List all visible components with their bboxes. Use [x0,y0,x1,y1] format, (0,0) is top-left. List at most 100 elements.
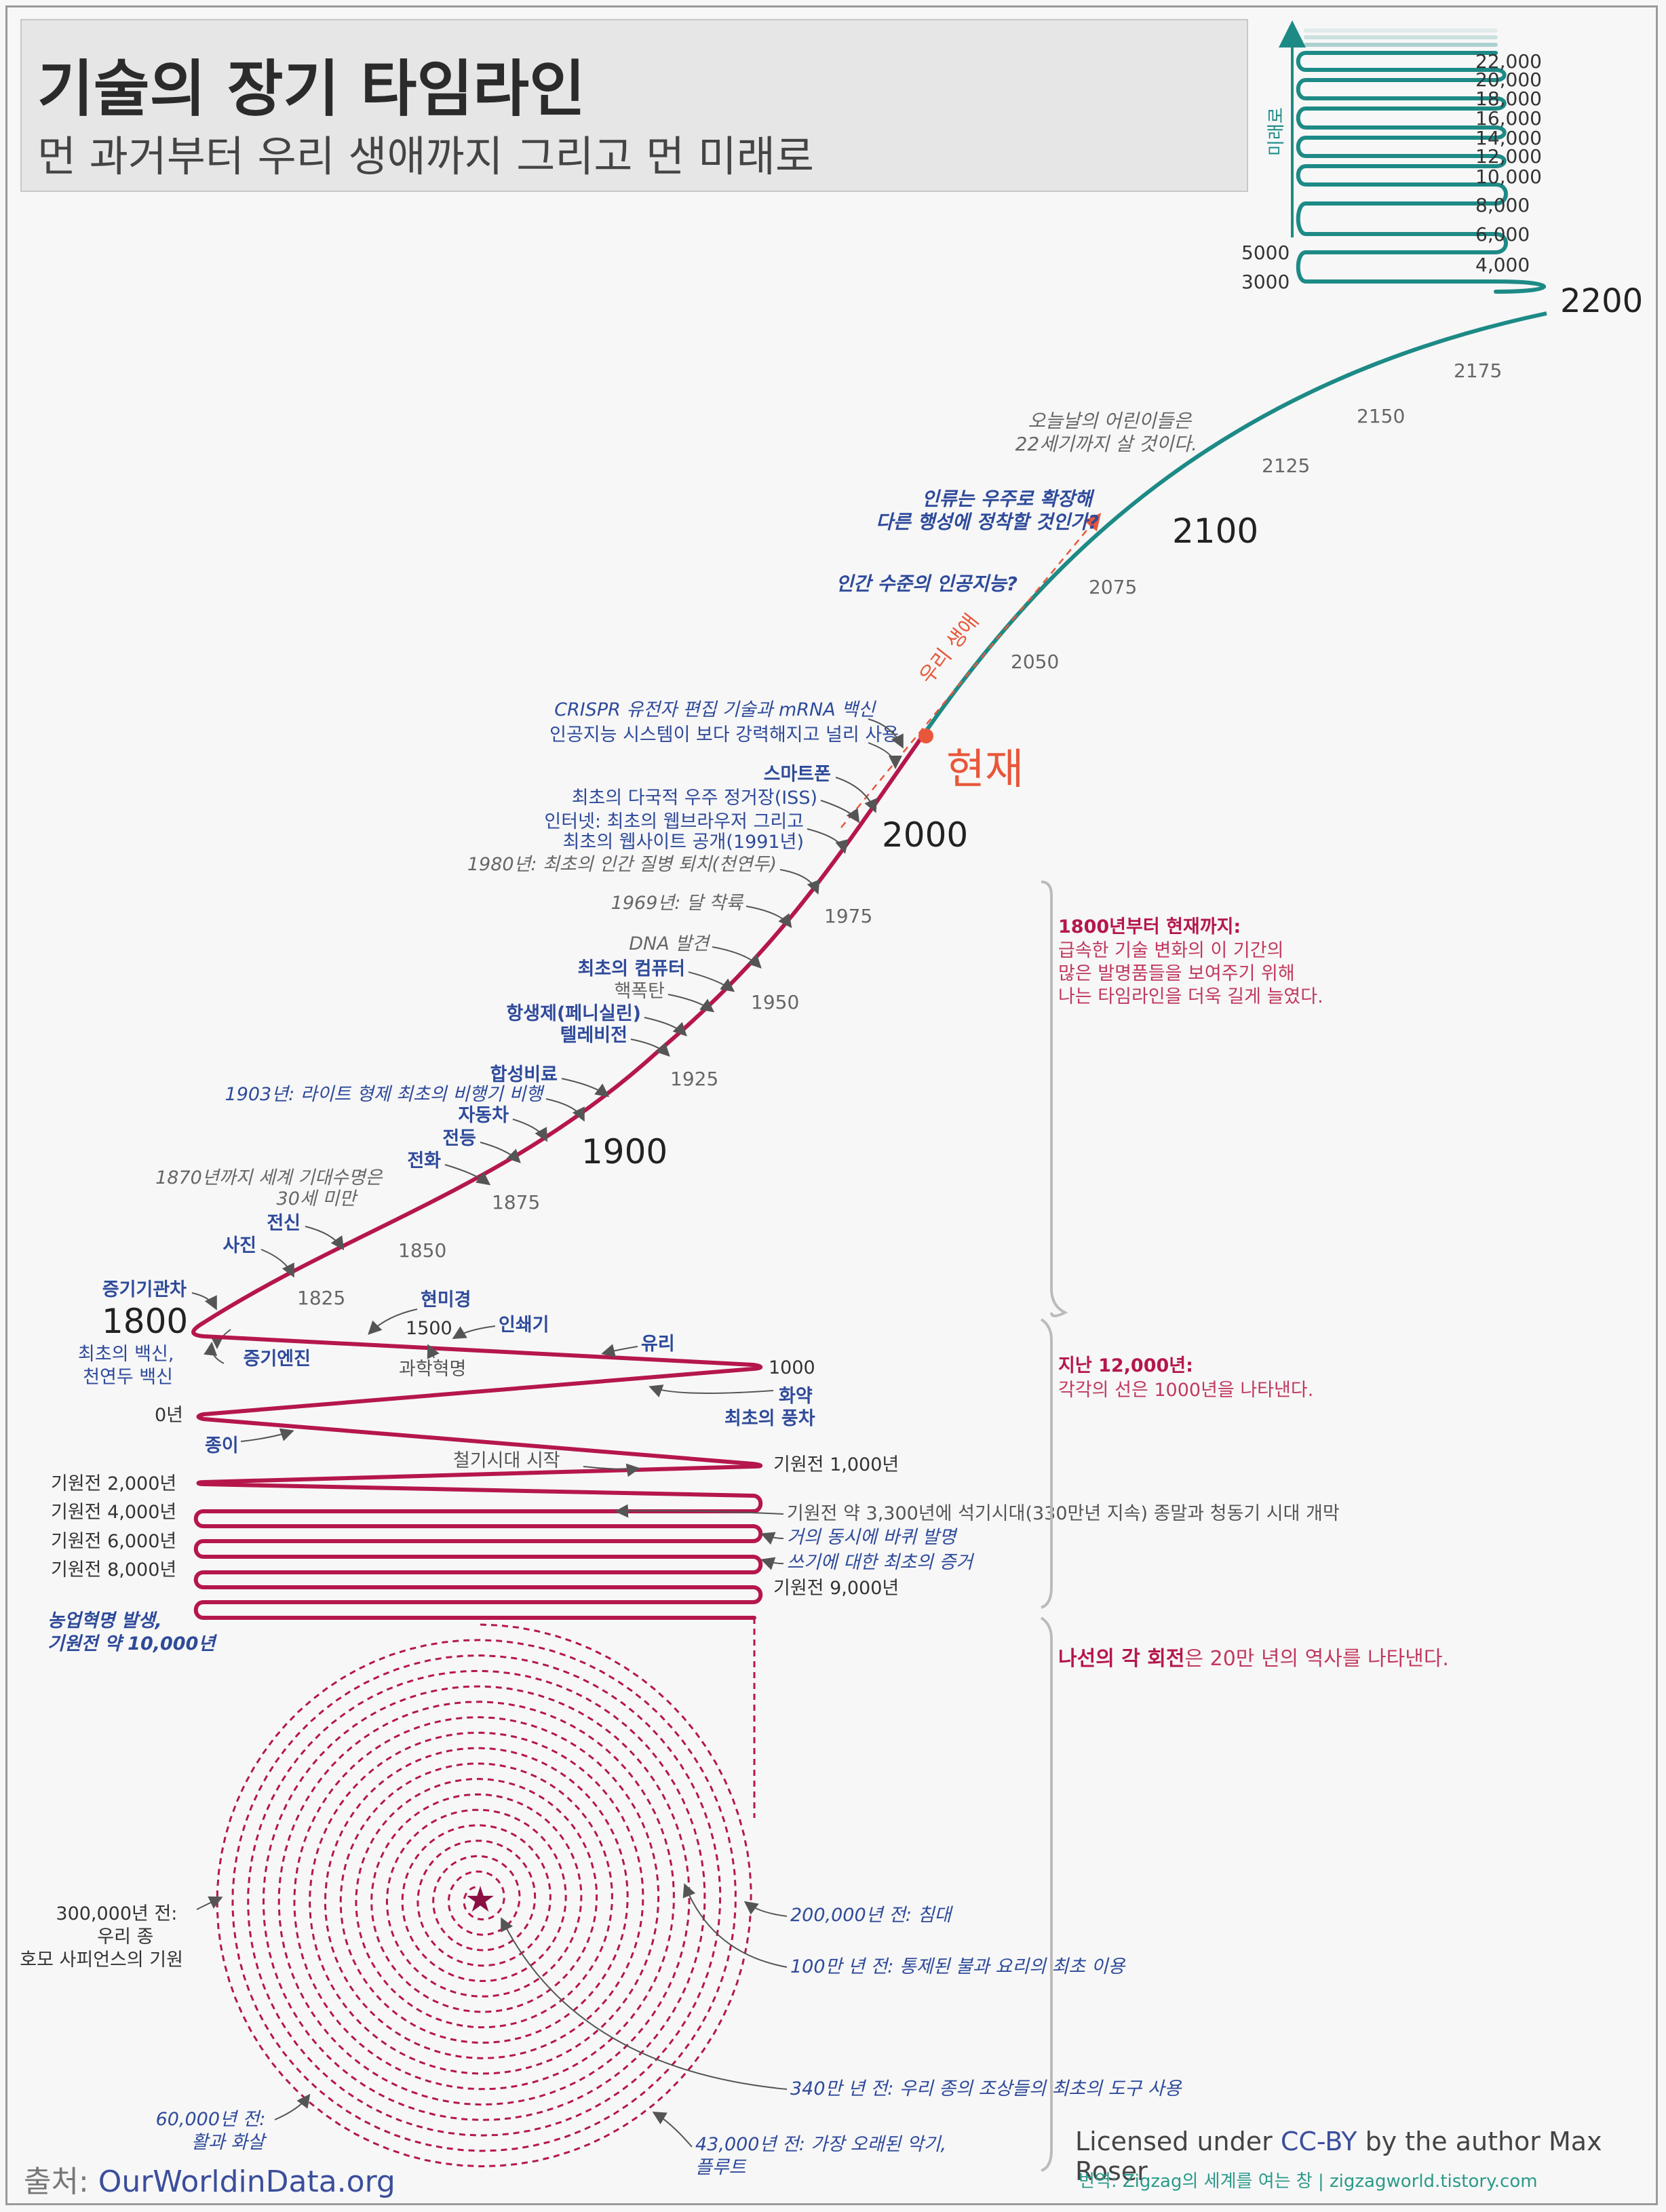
bronze-label: 기원전 약 3,300년에 석기시대(330만년 지속) 종말과 청동기 시대 … [787,1503,1340,1524]
spiral-center-star: ★ [465,1880,497,1920]
sapiens-label: 300,000년 전: 우리 종 호모 사피언스의 기원 [20,1903,183,1971]
printing-label: 인쇄기 [499,1315,549,1336]
children-note: 오늘날의 어린이들은 22세기까지 살 것이다. [1015,410,1197,455]
bow-l1: 60,000년 전: [156,2109,266,2130]
bc2000-label: 기원전 2,000년 [51,1473,176,1494]
year-16000: 16,000 [1475,107,1542,130]
sapiens-l1: 300,000년 전: [56,1903,177,1924]
bow-l2: 활과 화살 [191,2132,267,2153]
big-year-labels: 2100 2000 1900 1800 [102,511,1258,1341]
bc1000-label: 기원전 1,000년 [773,1454,899,1475]
synthetic-label: 합성비료 [490,1064,558,1085]
title-box [20,19,1248,192]
lifetime-arrow [840,513,1102,828]
wheel-label: 거의 동시에 바퀴 발명 [787,1527,958,1548]
space-note-l2: 다른 행성에 정착할 것인가? [876,511,1099,533]
agri-l2: 기원전 약 10,000년 [47,1633,217,1654]
bracket1-l1: 급속한 기술 변화의 이 기간의 [1058,940,1283,961]
license-link[interactable]: CC-BY [1280,2127,1357,2156]
lifetime-label: 우리 생애 [915,610,984,688]
year-1800: 1800 [102,1302,188,1341]
bracket1-l2: 많은 발명품들을 보여주기 위해 [1058,963,1295,984]
telegraph-label: 전신 [267,1213,301,1234]
space-note: 인류는 우주로 확장해 다른 행성에 정착할 것인가? [876,488,1099,533]
year-2150: 2150 [1357,405,1405,427]
space-note-l1: 인류는 우주로 확장해 [922,488,1096,510]
year-2200: 2200 [1560,282,1643,320]
year-2000: 2000 [882,815,968,855]
bracket3-rest: 은 20만 년의 역사를 나타낸다. [1185,1647,1449,1671]
microscope-label: 현미경 [421,1289,471,1311]
year-8000: 8,000 [1475,194,1530,216]
bulb-label: 전등 [442,1128,476,1149]
smallpox-label: 1980년: 최초의 인간 질병 퇴치(천연두) [467,854,777,875]
gunpowder-label: 화약 [779,1386,813,1407]
phone-label: 전화 [407,1150,441,1171]
future-year-labels: 22,000 20,000 18,000 16,000 14,000 12,00… [1241,50,1542,293]
source-link[interactable]: OurWorldinData.org [98,2165,395,2199]
spiral-arrows [196,1883,788,2148]
bracket2-body: 각각의 선은 1000년을 나타낸다. [1058,1380,1313,1401]
flute-label: 43,000년 전: 가장 오래된 악기, 플루트 [695,2134,952,2178]
future-zigzag [1296,28,1546,294]
lifeexp-label: 1870년까지 세계 기대수명은 30세 미만 [155,1167,388,1209]
year-2175: 2175 [1454,360,1502,382]
antibiotic-label: 항생제(페니실린) [506,1003,641,1024]
year-1900: 1900 [581,1132,667,1171]
early-arrows [240,1308,784,1570]
bc6000-label: 기원전 6,000년 [51,1531,176,1552]
brackets [1040,880,1068,2172]
agri-label: 농업혁명 발생, 기원전 약 10,000년 [47,1610,217,1654]
iron-label: 철기시대 시작 [453,1450,560,1471]
page-subtitle: 먼 과거부터 우리 생애까지 그리고 먼 미래로 [37,132,814,181]
year-1850: 1850 [398,1239,446,1262]
paper-label: 종이 [205,1435,239,1456]
now-marker [918,729,933,743]
airplane-label: 1903년: 라이트 형제 최초의 비행기 비행 [225,1084,545,1105]
vaccine-label: 최초의 백신, 천연두 백신 [78,1344,180,1388]
year-1925: 1925 [670,1068,718,1090]
photo-label: 사진 [222,1235,256,1256]
car-label: 자동차 [458,1105,509,1126]
early-events: 현미경 인쇄기 1500 과학혁명 유리 1000 화약 최초의 풍차 0년 종… [47,1289,1340,1654]
ai-label: 인공지능 시스템이 보다 강력해지고 널리 사용 [549,724,899,745]
bc4000-label: 기원전 4,000년 [51,1502,176,1523]
iss-label: 최초의 다국적 우주 정거장(ISS) [572,788,817,809]
locomotive-label: 증기기관차 [102,1279,187,1300]
sapiens-l3: 호모 사피언스의 기원 [20,1949,183,1971]
future-label: 미래로 [1266,107,1287,156]
lifeexp-l1: 1870년까지 세계 기대수명은 [155,1167,383,1188]
agi-note: 인간 수준의 인공지능? [836,573,1018,595]
flute-l2: 플루트 [695,2157,747,2178]
century-labels: 2175 2150 2125 2075 2050 1975 1950 1925 … [297,360,1502,1309]
sapiens-l2: 우리 종 [97,1926,153,1947]
year-2100: 2100 [1172,511,1258,551]
children-note-l1: 오늘날의 어린이들은 [1028,410,1192,432]
computer-label: 최초의 컴퓨터 [578,958,685,979]
year-2125: 2125 [1262,454,1310,477]
year-20000: 20,000 [1475,69,1542,91]
spiral-events: 300,000년 전: 우리 종 호모 사피언스의 기원 200,000년 전:… [20,1903,1182,2178]
year-18000: 18,000 [1475,88,1542,110]
year-2075: 2075 [1089,576,1137,598]
tools-label: 340만 년 전: 우리 종의 조상들의 최초의 도구 사용 [790,2078,1183,2099]
source-line: 출처: OurWorldinData.org [24,2157,395,2200]
moon-label: 1969년: 달 착륙 [611,893,744,914]
license-line: Licensed under CC-BY by the author Max R… [1075,2127,1666,2186]
fire-label: 100만 년 전: 통제된 불과 요리의 최초 이용 [790,1956,1126,1977]
page-frame [5,5,1658,2205]
page-title: 기술의 장기 타임라인 [37,54,585,125]
lifeexp-l2: 30세 미만 [277,1188,359,1209]
children-note-l2: 22세기까지 살 것이다. [1015,433,1197,455]
dna-label: DNA 발견 [629,933,711,954]
crispr-label: CRISPR 유전자 편집 기술과 mRNA 백신 [554,699,876,720]
writing-label: 쓰기에 대한 최초의 증거 [787,1552,974,1573]
year-1000: 1000 [769,1357,815,1378]
windmill-label: 최초의 풍차 [724,1408,815,1429]
vaccine-l1: 최초의 백신, [78,1344,174,1365]
bc9000-label: 기원전 9,000년 [773,1578,899,1599]
source-label: 출처: [24,2165,89,2199]
year-2050: 2050 [1011,651,1059,673]
year-10000: 10,000 [1475,166,1542,188]
